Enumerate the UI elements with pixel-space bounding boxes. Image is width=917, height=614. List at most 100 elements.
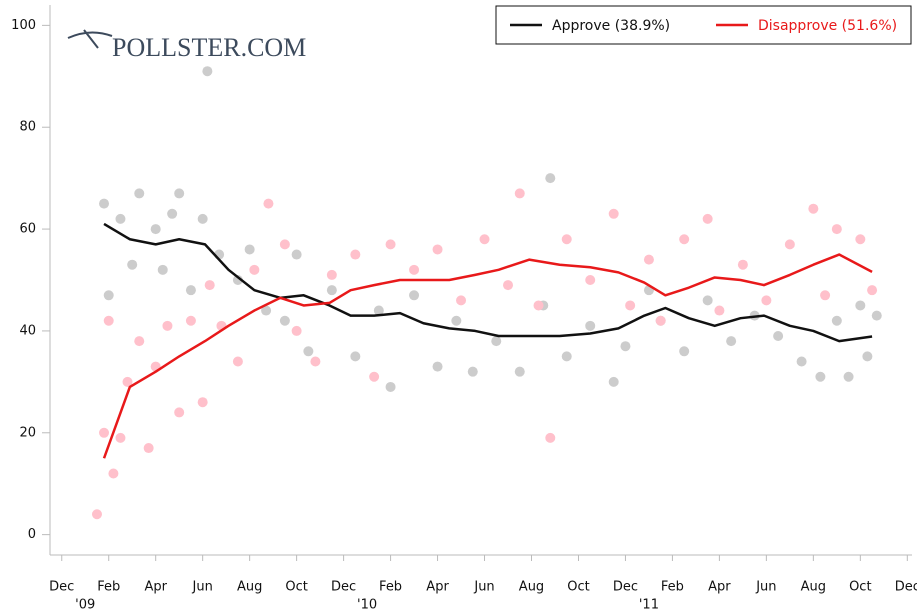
- poll-point: [115, 213, 126, 224]
- year-label: '11: [639, 598, 659, 613]
- x-tick-label: Jun: [473, 580, 494, 595]
- poll-point: [679, 234, 690, 245]
- poll-point: [127, 259, 138, 270]
- poll-point: [197, 397, 208, 408]
- poll-point: [796, 356, 807, 367]
- poll-point: [843, 371, 854, 382]
- poll-point: [761, 295, 772, 306]
- poll-point: [784, 239, 795, 250]
- poll-point: [204, 280, 215, 291]
- poll-point: [491, 336, 502, 347]
- poll-point: [679, 346, 690, 357]
- x-tick-label: Oct: [849, 580, 871, 595]
- year-label: '10: [357, 598, 377, 613]
- poll-point: [533, 300, 544, 311]
- x-tick-label: Aug: [519, 580, 544, 595]
- poll-point: [122, 376, 133, 387]
- poll-point: [608, 208, 619, 219]
- poll-point: [702, 295, 713, 306]
- poll-point: [625, 300, 636, 311]
- poll-point: [514, 188, 525, 199]
- poll-point: [99, 198, 110, 209]
- poll-point: [871, 310, 882, 321]
- poll-point: [167, 208, 178, 219]
- poll-point: [702, 213, 713, 224]
- poll-point: [249, 264, 260, 275]
- x-tick-label: Jun: [192, 580, 213, 595]
- x-tick-label: Dec: [613, 580, 638, 595]
- y-tick-label: 0: [28, 527, 36, 542]
- poll-point: [432, 361, 443, 372]
- poll-point: [545, 173, 556, 184]
- poll-point: [545, 432, 556, 443]
- poll-point: [373, 305, 384, 316]
- poll-point: [655, 315, 666, 326]
- poll-point: [291, 249, 302, 260]
- poll-point: [831, 224, 842, 235]
- poll-point: [115, 432, 126, 443]
- poll-point: [855, 300, 866, 311]
- poll-point: [409, 290, 420, 301]
- y-tick-label: 60: [19, 222, 36, 237]
- poll-point: [867, 285, 878, 296]
- year-label: '09: [75, 598, 95, 613]
- legend-label: Approve (38.9%): [552, 18, 670, 34]
- poll-point: [726, 336, 737, 347]
- x-tick-label: Feb: [379, 580, 402, 595]
- poll-point: [714, 305, 725, 316]
- y-tick-label: 100: [11, 18, 36, 33]
- y-tick-label: 20: [19, 425, 36, 440]
- poll-point: [479, 234, 490, 245]
- x-tick-label: Apr: [426, 580, 449, 595]
- poll-point: [369, 371, 380, 382]
- poll-point: [303, 346, 314, 357]
- poll-point: [174, 188, 185, 199]
- y-tick-label: 80: [19, 120, 36, 135]
- poll-point: [385, 381, 396, 392]
- poll-point: [162, 320, 173, 331]
- poll-point: [409, 264, 420, 275]
- poll-point: [514, 366, 525, 377]
- poll-point: [503, 280, 514, 291]
- x-tick-label: Jun: [755, 580, 776, 595]
- poll-point: [855, 234, 866, 245]
- poll-point: [103, 290, 114, 301]
- poll-point: [350, 351, 361, 362]
- poll-point: [831, 315, 842, 326]
- poll-point: [279, 315, 290, 326]
- poll-point: [232, 356, 243, 367]
- poll-point: [385, 239, 396, 250]
- poll-point: [232, 275, 243, 285]
- poll-point: [808, 203, 819, 214]
- x-tick-label: Dec: [895, 580, 917, 595]
- logo: POLLSTER.COM: [112, 33, 306, 62]
- poll-point: [451, 315, 462, 326]
- legend-box: [495, 5, 912, 45]
- poll-point: [263, 198, 274, 209]
- poll-point: [197, 213, 208, 224]
- logo-mark: [67, 29, 113, 49]
- legend-label: Disapprove (51.6%): [758, 18, 897, 34]
- x-tick-label: Oct: [285, 580, 307, 595]
- x-tick-label: Aug: [801, 580, 826, 595]
- x-tick-label: Apr: [144, 580, 167, 595]
- x-tick-label: Dec: [331, 580, 356, 595]
- poll-point: [326, 285, 337, 296]
- poll-point: [585, 320, 596, 331]
- trend-line: [103, 222, 873, 343]
- poll-point: [432, 244, 443, 255]
- x-tick-label: Feb: [97, 580, 120, 595]
- poll-point: [326, 269, 337, 280]
- poll-point: [261, 305, 272, 316]
- poll-point: [108, 468, 119, 479]
- poll-point: [310, 356, 321, 367]
- poll-point: [244, 244, 255, 255]
- poll-point: [456, 295, 467, 306]
- poll-point: [91, 509, 102, 520]
- poll-point: [279, 239, 290, 250]
- poll-point: [585, 275, 596, 285]
- poll-point: [157, 264, 168, 275]
- poll-point: [291, 325, 302, 336]
- poll-point: [467, 366, 478, 377]
- poll-point: [185, 285, 196, 296]
